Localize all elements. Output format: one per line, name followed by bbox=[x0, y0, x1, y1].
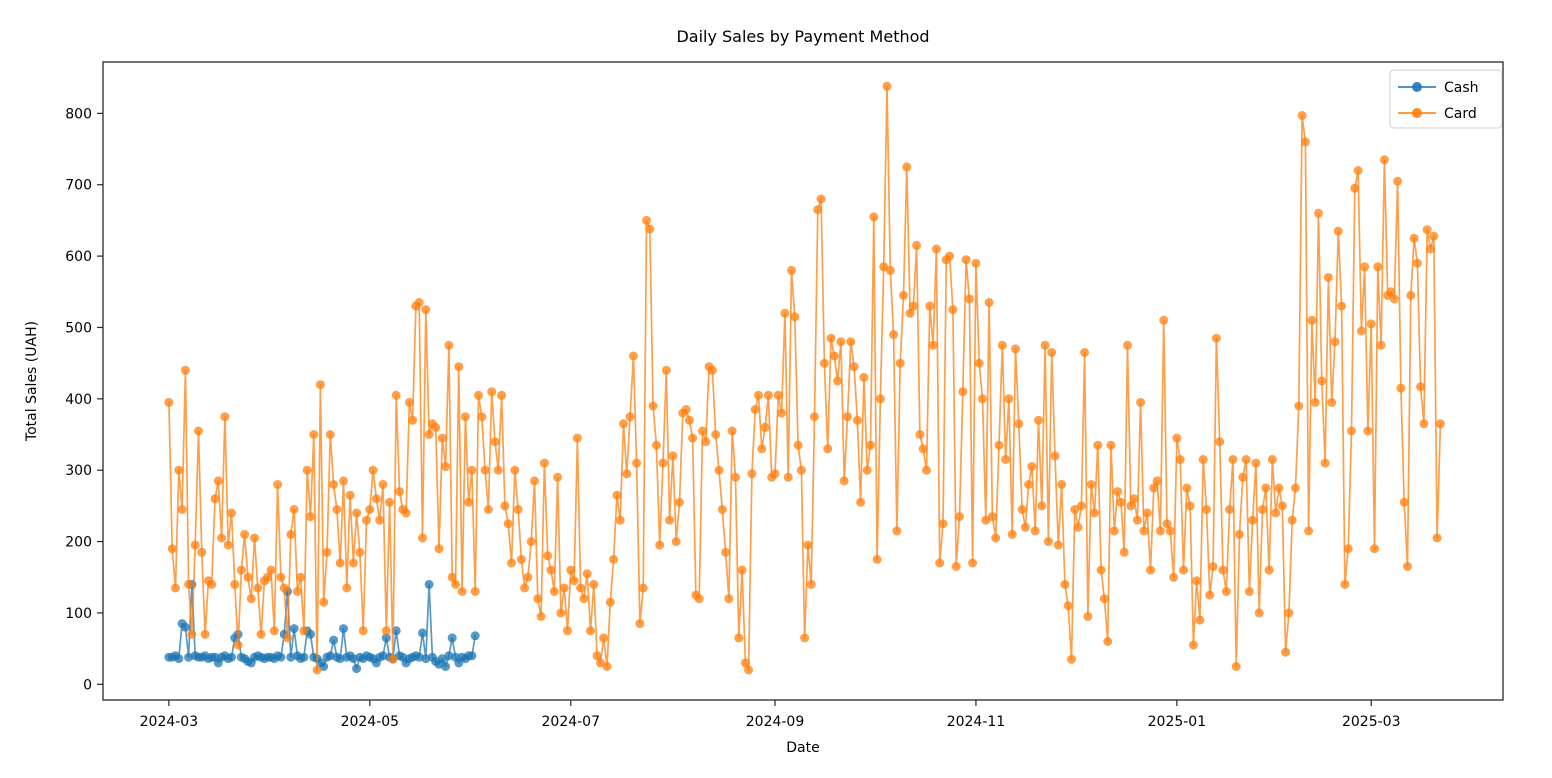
x-tick-label: 2025-01 bbox=[1148, 714, 1207, 730]
legend: Cash Card bbox=[1389, 69, 1503, 129]
y-tick-label: 0 bbox=[83, 677, 92, 693]
legend-label-card: Card bbox=[1444, 106, 1477, 122]
series-card bbox=[164, 81, 1445, 675]
y-tick-label: 300 bbox=[65, 463, 92, 479]
y-tick-label: 800 bbox=[65, 106, 92, 122]
y-tick-label: 100 bbox=[65, 606, 92, 622]
y-axis-ticks: 0 100 200 300 400 500 600 700 800 bbox=[65, 106, 103, 693]
y-axis-label: Total Sales (UAH) bbox=[24, 321, 40, 442]
legend-entry-card: Card bbox=[1398, 106, 1477, 122]
x-tick-label: 2025-03 bbox=[1342, 714, 1401, 730]
cash-marker-icon bbox=[1412, 82, 1422, 92]
legend-label-cash: Cash bbox=[1444, 80, 1479, 96]
plot-area bbox=[102, 61, 1504, 701]
chart-title: Daily Sales by Payment Method bbox=[676, 27, 929, 46]
series-layer bbox=[164, 81, 1445, 675]
card-marker-icon bbox=[1412, 108, 1422, 118]
x-axis-label: Date bbox=[786, 740, 819, 756]
x-axis-ticks: 2024-03 2024-05 2024-07 2024-09 2024-11 2025-… bbox=[140, 700, 1401, 730]
y-tick-label: 500 bbox=[65, 320, 92, 336]
x-tick-label: 2024-11 bbox=[947, 714, 1006, 730]
y-tick-label: 400 bbox=[65, 392, 92, 408]
x-tick-label: 2024-07 bbox=[542, 714, 601, 730]
x-tick-label: 2024-05 bbox=[341, 714, 400, 730]
y-tick-label: 700 bbox=[65, 178, 92, 194]
y-tick-label: 600 bbox=[65, 249, 92, 265]
x-tick-label: 2024-03 bbox=[140, 714, 199, 730]
series-cash bbox=[164, 579, 480, 674]
legend-entry-cash: Cash bbox=[1398, 80, 1479, 96]
y-tick-label: 200 bbox=[65, 535, 92, 551]
x-tick-label: 2024-09 bbox=[746, 714, 805, 730]
